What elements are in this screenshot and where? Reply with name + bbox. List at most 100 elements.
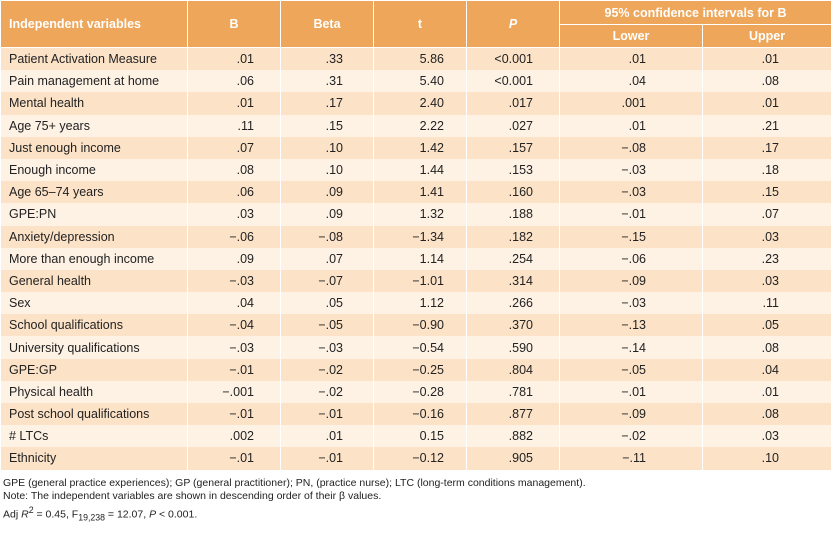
- cell-upper: .03: [701, 225, 831, 248]
- cell-beta: −.07: [280, 269, 374, 293]
- cell-upper: .01: [701, 47, 831, 71]
- cell-t: 1.44: [373, 158, 467, 182]
- cell-b: .04: [187, 292, 281, 315]
- cell-variable: Patient Activation Measure: [0, 47, 188, 71]
- cell-p: .370: [466, 314, 560, 337]
- regression-table: Independent variables B Beta t P 95% con…: [0, 0, 831, 470]
- cell-beta: .10: [280, 158, 374, 182]
- cell-lower: −.02: [559, 425, 703, 448]
- cell-p: .314: [466, 269, 560, 293]
- cell-beta: .31: [280, 70, 374, 93]
- cell-b: −.01: [187, 403, 281, 426]
- cell-variable: Ethnicity: [0, 447, 188, 470]
- cell-b: .002: [187, 425, 281, 448]
- cell-b: −.001: [187, 380, 281, 403]
- table-row: University qualifications −.03 −.03 −0.54.5…: [0, 336, 831, 359]
- cell-beta: −.02: [280, 358, 374, 381]
- cell-lower: −.09: [559, 269, 703, 293]
- cell-beta: −.02: [280, 380, 374, 403]
- table-row: Ethnicity −.01 −.01 −0.12.905 −.11.10: [0, 447, 831, 470]
- cell-variable: Age 65–74 years: [0, 181, 188, 204]
- table-row: GPE:GP −.01 −.02 −0.25.804 −.05.04: [0, 358, 831, 381]
- cell-p: .027: [466, 114, 560, 137]
- table-notes: GPE (general practice experiences); GP (…: [3, 477, 831, 525]
- cell-lower: .01: [559, 47, 703, 71]
- cell-upper: .05: [701, 314, 831, 337]
- cell-lower: −.01: [559, 380, 703, 403]
- cell-lower: −.09: [559, 403, 703, 426]
- table-row: Post school qualifications −.01 −.01 −0.16.…: [0, 403, 831, 426]
- cell-lower: −.08: [559, 136, 703, 159]
- header-lower: Lower: [559, 24, 703, 48]
- cell-b: .08: [187, 158, 281, 182]
- table-row: Age 75+ years .11.15 2.22.027.01.21: [0, 114, 831, 137]
- cell-variable: Age 75+ years: [0, 114, 188, 137]
- cell-beta: .07: [280, 247, 374, 270]
- abbreviations-note: GPE (general practice experiences); GP (…: [3, 476, 586, 489]
- cell-lower: −.15: [559, 225, 703, 248]
- cell-upper: .03: [701, 269, 831, 293]
- cell-lower: .04: [559, 70, 703, 93]
- cell-t: −1.01: [373, 269, 467, 293]
- cell-p: .781: [466, 380, 560, 403]
- cell-t: −0.25: [373, 358, 467, 381]
- cell-t: 1.12: [373, 292, 467, 315]
- cell-t: 1.42: [373, 136, 467, 159]
- cell-lower: −.14: [559, 336, 703, 359]
- cell-p: .266: [466, 292, 560, 315]
- cell-b: .01: [187, 92, 281, 115]
- cell-t: 5.86: [373, 47, 467, 71]
- cell-beta: .09: [280, 203, 374, 226]
- cell-t: 2.40: [373, 92, 467, 115]
- header-p: P: [466, 0, 560, 48]
- cell-t: −0.90: [373, 314, 467, 337]
- cell-p: .882: [466, 425, 560, 448]
- cell-upper: .01: [701, 92, 831, 115]
- cell-t: −0.54: [373, 336, 467, 359]
- cell-variable: University qualifications: [0, 336, 188, 359]
- cell-p: .017: [466, 92, 560, 115]
- cell-b: −.01: [187, 358, 281, 381]
- cell-upper: .17: [701, 136, 831, 159]
- cell-p: <0.001: [466, 70, 560, 93]
- header-confidence-intervals: 95% confidence intervals for B: [558, 0, 831, 25]
- table-row: Patient Activation Measure .01.33 5.86 <0.0…: [0, 47, 831, 71]
- table-row: Enough income .08.10 1.44.153 −.03.18: [0, 158, 831, 182]
- cell-p: .182: [466, 225, 560, 248]
- cell-lower: .01: [559, 114, 703, 137]
- cell-variable: General health: [0, 269, 188, 293]
- cell-t: −0.12: [373, 447, 467, 470]
- cell-p: .188: [466, 203, 560, 226]
- table-row: More than enough income .09.07 1.14.254 −.0…: [0, 247, 831, 270]
- cell-upper: .23: [701, 247, 831, 270]
- cell-variable: Anxiety/depression: [0, 225, 188, 248]
- table-row: Anxiety/depression −.06 −.08 −1.34.182 −.15.…: [0, 225, 831, 248]
- cell-variable: Mental health: [0, 92, 188, 115]
- cell-t: 1.32: [373, 203, 467, 226]
- cell-upper: .08: [701, 403, 831, 426]
- cell-variable: Sex: [0, 292, 188, 315]
- table-row: Just enough income .07.10 1.42.157 −.08.17: [0, 136, 831, 159]
- cell-variable: Post school qualifications: [0, 403, 188, 426]
- table-row: # LTCs .002.01 0.15.882 −.02.03: [0, 425, 831, 448]
- cell-b: .11: [187, 114, 281, 137]
- cell-p: .153: [466, 158, 560, 182]
- cell-p: .590: [466, 336, 560, 359]
- cell-b: .09: [187, 247, 281, 270]
- cell-lower: −.06: [559, 247, 703, 270]
- cell-lower: −.11: [559, 447, 703, 470]
- table-row: Physical health −.001 −.02 −0.28.781 −.01.01: [0, 380, 831, 403]
- cell-lower: −.03: [559, 158, 703, 182]
- cell-b: −.03: [187, 336, 281, 359]
- cell-beta: .09: [280, 181, 374, 204]
- cell-beta: −.01: [280, 447, 374, 470]
- cell-t: 0.15: [373, 425, 467, 448]
- table-row: Age 65–74 years .06.09 1.41.160 −.03.15: [0, 181, 831, 204]
- header-beta: Beta: [280, 0, 374, 48]
- cell-upper: .01: [701, 380, 831, 403]
- cell-lower: −.03: [559, 181, 703, 204]
- cell-upper: .04: [701, 358, 831, 381]
- cell-t: −1.34: [373, 225, 467, 248]
- table-row: GPE:PN .03.09 1.32.188 −.01.07: [0, 203, 831, 226]
- cell-variable: More than enough income: [0, 247, 188, 270]
